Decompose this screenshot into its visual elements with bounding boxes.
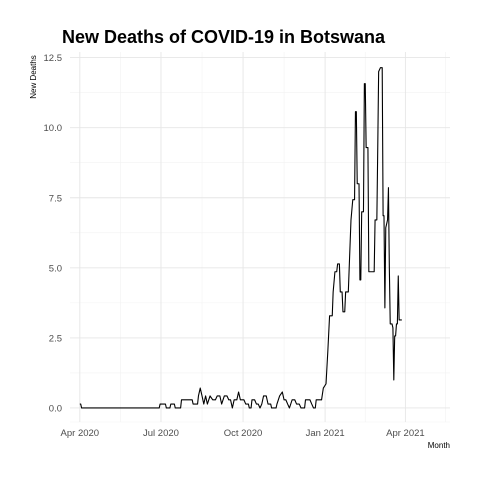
chart-title: New Deaths of COVID-19 in Botswana: [62, 27, 386, 47]
major-gridlines: [70, 52, 450, 422]
y-tick-label: 10.0: [44, 123, 63, 134]
y-tick-label: 5.0: [49, 263, 62, 274]
y-tick-label: 0.0: [49, 403, 62, 414]
x-tick-label: Apr 2020: [61, 428, 100, 439]
x-axis-ticks: Apr 2020 Jul 2020 Oct 2020 Jan 2021 Apr 2021: [61, 428, 425, 439]
series-line: [79, 67, 402, 409]
x-tick-label: Jan 2021: [306, 428, 345, 439]
x-axis-label: Month: [428, 441, 450, 450]
x-tick-label: Oct 2020: [224, 428, 263, 439]
series-group: [79, 67, 402, 409]
minor-gridlines: [70, 52, 450, 423]
x-tick-label: Apr 2021: [386, 428, 425, 439]
y-axis-ticks: 0.0 2.5 5.0 7.5 10.0 12.5: [44, 53, 63, 414]
y-axis-label: New Deaths: [29, 55, 38, 99]
y-tick-label: 12.5: [44, 53, 63, 64]
x-tick-label: Jul 2020: [143, 428, 179, 439]
y-tick-label: 2.5: [49, 333, 62, 344]
y-tick-label: 7.5: [49, 193, 62, 204]
